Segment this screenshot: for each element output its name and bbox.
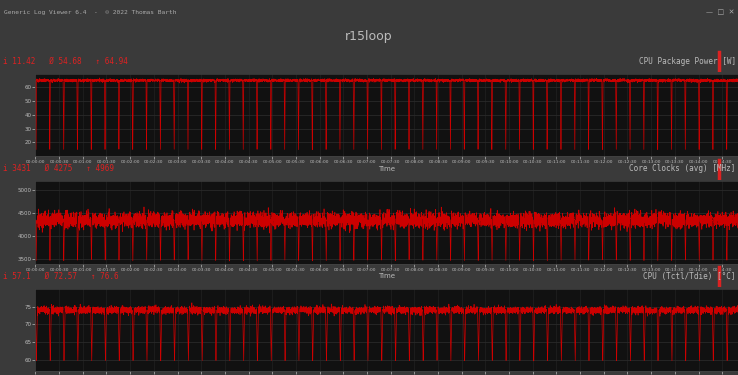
Text: Generic Log Viewer 6.4  -  © 2022 Thomas Barth: Generic Log Viewer 6.4 - © 2022 Thomas B… bbox=[4, 10, 176, 15]
Text: CPU Package Power [W]: CPU Package Power [W] bbox=[638, 57, 736, 66]
X-axis label: Time: Time bbox=[378, 273, 396, 279]
Text: i 3431   Ø 4275   ↑ 4969: i 3431 Ø 4275 ↑ 4969 bbox=[3, 164, 114, 173]
Text: CPU (Tctl/Tdie) [°C]: CPU (Tctl/Tdie) [°C] bbox=[644, 272, 736, 280]
Text: —  □  ✕: — □ ✕ bbox=[706, 9, 734, 15]
Text: Core Clocks (avg) [MHz]: Core Clocks (avg) [MHz] bbox=[630, 164, 736, 173]
Text: i 11.42   Ø 54.68   ↑ 64.94: i 11.42 Ø 54.68 ↑ 64.94 bbox=[3, 57, 128, 66]
Text: i 57.1   Ø 72.57   ↑ 76.6: i 57.1 Ø 72.57 ↑ 76.6 bbox=[3, 272, 119, 280]
X-axis label: Time: Time bbox=[378, 166, 396, 172]
Text: r15loop: r15loop bbox=[345, 30, 393, 43]
